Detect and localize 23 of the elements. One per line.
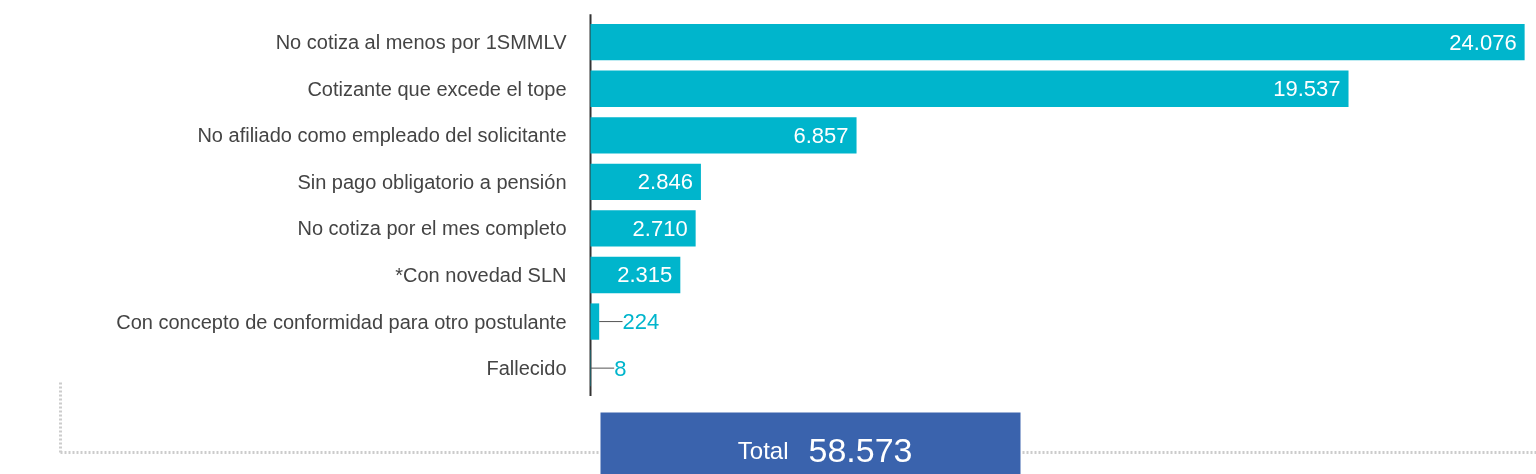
data-label: 2.315 <box>617 262 673 288</box>
text: Total <box>737 437 789 464</box>
data-label: 8 <box>614 355 627 381</box>
text: 58.573 <box>808 431 913 469</box>
bar <box>590 70 1349 107</box>
y-tick-label: Fallecido <box>486 357 567 380</box>
y-tick-label: *Con novedad SLN <box>395 264 567 286</box>
bar <box>590 117 857 154</box>
y-tick-label: No cotiza al menos por 1SMMLV <box>275 31 568 54</box>
y-tick-label: No afiliado como empleado del solicitante <box>197 124 567 147</box>
data-label: 24.076 <box>1449 29 1517 55</box>
data-label: 224 <box>622 309 660 335</box>
bar <box>590 24 1525 61</box>
data-label: 6.857 <box>793 122 849 148</box>
y-tick-label: Con concepto de conformidad para otro postulante <box>116 310 567 333</box>
data-label: 19.537 <box>1273 76 1341 102</box>
bar <box>590 210 696 247</box>
y-tick-label: Cotizante que excede el tope <box>307 77 567 100</box>
bar <box>590 303 600 340</box>
y-tick-label: No cotiza por el mes completo <box>297 217 567 240</box>
data-label: 2.846 <box>637 169 693 195</box>
y-tick-label: Sin pago obligatorio a pensión <box>297 170 567 193</box>
data-label: 2.710 <box>632 215 688 241</box>
